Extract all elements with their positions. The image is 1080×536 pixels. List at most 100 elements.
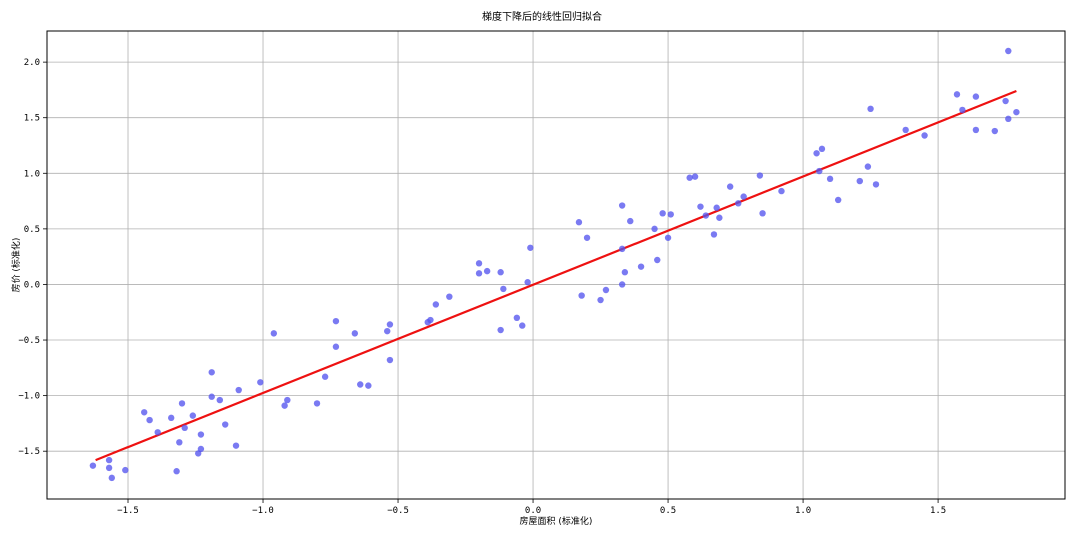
data-point	[270, 330, 278, 337]
data-point	[597, 296, 604, 304]
data-point	[972, 126, 980, 134]
data-point	[710, 231, 718, 238]
y-tick-label: 0.0	[24, 280, 40, 290]
data-point	[618, 281, 626, 288]
data-point	[222, 421, 229, 428]
data-point	[332, 317, 340, 325]
y-tick-label: −1.0	[18, 392, 40, 402]
data-point	[321, 373, 329, 380]
x-tick-label: −1.5	[117, 506, 139, 516]
data-point	[716, 214, 723, 221]
data-point	[686, 174, 693, 181]
x-tick-label: 1.0	[795, 506, 811, 516]
regression-line-layer	[95, 90, 1017, 462]
data-point	[483, 267, 491, 275]
data-point	[365, 382, 372, 389]
data-point	[713, 204, 720, 211]
data-point	[105, 456, 113, 464]
regression-line	[95, 90, 1017, 462]
data-point	[527, 244, 534, 251]
y-tick-label: −0.5	[18, 336, 40, 346]
data-point	[575, 219, 583, 226]
data-point	[691, 173, 699, 180]
data-point	[432, 301, 440, 308]
data-point	[759, 210, 766, 217]
data-point	[972, 93, 980, 100]
data-point	[257, 379, 264, 386]
data-point	[122, 466, 129, 474]
data-point	[108, 474, 116, 482]
data-point	[500, 285, 507, 293]
x-tick-label: 1.5	[930, 506, 946, 516]
data-point	[386, 356, 394, 364]
data-point	[651, 225, 658, 233]
data-point	[357, 381, 364, 388]
data-point	[1002, 97, 1009, 105]
y-axis-ticks: −1.5 −1.0 −0.5 0.0 0.5 1.0 1.5 2.0	[18, 58, 47, 457]
data-point	[216, 396, 224, 404]
data-point	[867, 105, 874, 113]
data-point	[872, 181, 880, 188]
data-point	[197, 445, 205, 453]
data-point	[726, 183, 734, 190]
data-point	[281, 402, 288, 409]
data-point	[235, 386, 242, 394]
data-point	[351, 330, 359, 337]
data-point	[702, 212, 710, 219]
data-point	[208, 393, 215, 400]
data-point	[513, 314, 521, 322]
data-point	[475, 260, 483, 267]
data-point	[1005, 47, 1012, 55]
data-point	[1013, 108, 1020, 116]
data-point	[667, 211, 674, 218]
data-point	[991, 127, 998, 135]
data-point	[181, 424, 188, 432]
data-point	[778, 187, 785, 195]
data-point	[826, 175, 834, 183]
data-point	[154, 429, 161, 436]
data-point	[659, 210, 666, 217]
data-point	[446, 293, 453, 300]
data-point	[618, 245, 626, 253]
data-point	[813, 150, 820, 157]
y-tick-label: −1.5	[18, 447, 40, 457]
data-point	[697, 203, 704, 210]
data-point	[602, 286, 610, 294]
data-point	[146, 416, 153, 424]
y-tick-label: 1.5	[24, 114, 40, 124]
x-axis-label: 房屋面积 (标准化)	[520, 515, 593, 527]
data-point	[818, 145, 826, 153]
x-tick-label: −1.0	[252, 506, 274, 516]
data-point	[176, 439, 183, 446]
x-tick-label: 0.5	[660, 506, 676, 516]
data-point	[921, 132, 928, 139]
chart-title: 梯度下降后的线性回归拟合	[482, 10, 602, 23]
data-point	[902, 126, 909, 134]
data-point	[178, 400, 186, 407]
data-point	[497, 326, 504, 334]
scatter-points	[89, 47, 1020, 482]
data-point	[197, 431, 205, 438]
data-point	[959, 106, 966, 114]
y-axis-label: 房价 (标准化)	[10, 238, 22, 293]
data-point	[208, 369, 215, 376]
x-tick-label: 0.0	[525, 506, 541, 516]
data-point	[284, 396, 291, 404]
data-point	[384, 327, 391, 335]
data-point	[864, 163, 872, 170]
data-point	[735, 200, 742, 207]
data-point	[740, 193, 747, 200]
grid	[47, 31, 1065, 499]
data-point	[105, 464, 113, 472]
plot-frame	[46, 30, 1066, 500]
data-point	[189, 412, 197, 419]
data-point	[756, 172, 764, 179]
data-point	[232, 442, 240, 449]
x-axis-ticks: −1.5 −1.0 −0.5 0.0 0.5 1.0 1.5	[117, 499, 946, 516]
data-point	[497, 269, 504, 276]
data-point	[834, 196, 842, 204]
data-point	[313, 400, 321, 407]
data-point	[168, 414, 175, 422]
data-point	[627, 217, 634, 225]
